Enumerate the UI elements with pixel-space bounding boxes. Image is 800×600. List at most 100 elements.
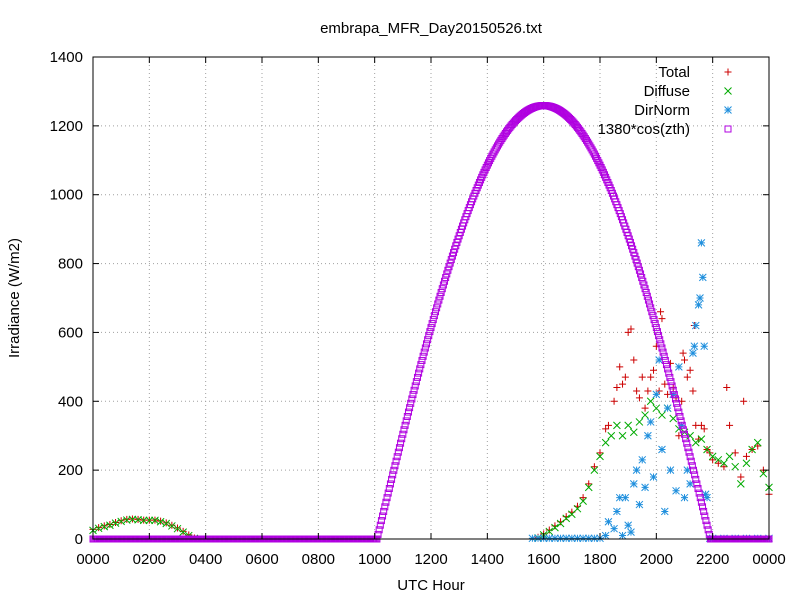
data-point (579, 534, 587, 543)
data-point (545, 534, 554, 543)
y-tick-label: 1400 (50, 49, 83, 66)
data-point (618, 431, 627, 440)
data-point (442, 274, 450, 282)
data-point (596, 449, 604, 457)
data-point (139, 516, 148, 525)
data-point (709, 456, 717, 464)
data-point (632, 256, 640, 264)
x-tick-label: 0800 (302, 551, 335, 568)
axis-ticks (92, 56, 770, 540)
data-point (687, 457, 695, 465)
data-point (601, 438, 610, 447)
data-point (607, 431, 616, 440)
data-point (173, 524, 182, 533)
data-point (567, 534, 576, 543)
data-point (421, 344, 429, 352)
data-point (481, 166, 489, 174)
data-point (601, 531, 610, 540)
data-point (652, 324, 660, 332)
data-point (666, 373, 674, 381)
data-point (404, 408, 412, 416)
data-point (384, 489, 392, 497)
data-point (697, 239, 706, 247)
data-point (651, 320, 659, 328)
data-point (736, 480, 745, 488)
data-point (619, 380, 627, 388)
data-point (683, 466, 692, 474)
data-point (377, 517, 385, 525)
data-point (610, 397, 618, 405)
data-point (689, 387, 697, 395)
data-point (106, 521, 114, 530)
data-point (742, 459, 751, 468)
data-point (528, 534, 537, 543)
data-point (483, 161, 491, 169)
data-point (624, 521, 633, 530)
y-tick-label: 1000 (50, 187, 83, 204)
x-tick-label: 0000 (76, 551, 109, 568)
data-point (633, 387, 641, 395)
y-tick-label: 200 (58, 462, 83, 479)
data-point (660, 507, 669, 516)
data-point (435, 296, 443, 304)
data-point (585, 480, 593, 488)
data-point (534, 534, 542, 543)
data-point (695, 489, 703, 497)
y-axis-tick-labels: 0 200 400 600 800 1000 1200 1400 (50, 49, 83, 548)
data-point (604, 517, 613, 526)
data-point (662, 361, 670, 369)
data-point (686, 366, 694, 374)
data-point (742, 452, 750, 460)
data-point (597, 164, 605, 172)
data-point (700, 507, 708, 515)
data-point (644, 387, 652, 395)
data-point (418, 356, 426, 364)
data-point (630, 356, 638, 364)
data-point (693, 480, 701, 488)
legend-marker (724, 87, 732, 95)
data-point (584, 483, 593, 492)
legend-label: Total (658, 64, 690, 81)
data-point (641, 285, 649, 293)
data-point (632, 466, 641, 474)
data-point (683, 373, 691, 381)
data-point (484, 159, 492, 167)
data-point (411, 382, 419, 390)
data-point (383, 494, 391, 502)
data-point (151, 516, 159, 525)
data-point (579, 494, 587, 502)
data-point (647, 373, 655, 381)
data-point (665, 369, 673, 377)
data-point (613, 384, 621, 392)
legend-marker (724, 106, 732, 114)
series-diffuse (89, 397, 773, 543)
data-point (748, 445, 756, 454)
data-point (658, 344, 666, 352)
data-point (649, 312, 657, 320)
data-point (658, 411, 666, 419)
data-point (594, 157, 602, 165)
data-point (627, 528, 635, 536)
data-point (429, 316, 437, 324)
data-point (677, 417, 685, 425)
data-point (375, 526, 383, 534)
data-point (386, 480, 394, 488)
data-point (658, 315, 666, 323)
data-point (584, 534, 593, 543)
data-point (613, 507, 621, 516)
data-point (598, 166, 606, 174)
data-point (621, 493, 630, 502)
data-point (675, 408, 683, 416)
data-point (655, 356, 664, 364)
data-point (399, 430, 407, 438)
data-point (403, 412, 411, 420)
data-point (691, 471, 699, 479)
data-point (661, 380, 669, 388)
data-point (697, 435, 706, 444)
x-tick-label: 1000 (358, 551, 391, 568)
data-point (658, 445, 666, 454)
data-point (616, 363, 624, 371)
x-tick-label: 0000 (752, 551, 785, 568)
data-point (406, 404, 414, 412)
legend: Total Diffuse DirNorm 1380*cos(zth) (597, 64, 732, 138)
